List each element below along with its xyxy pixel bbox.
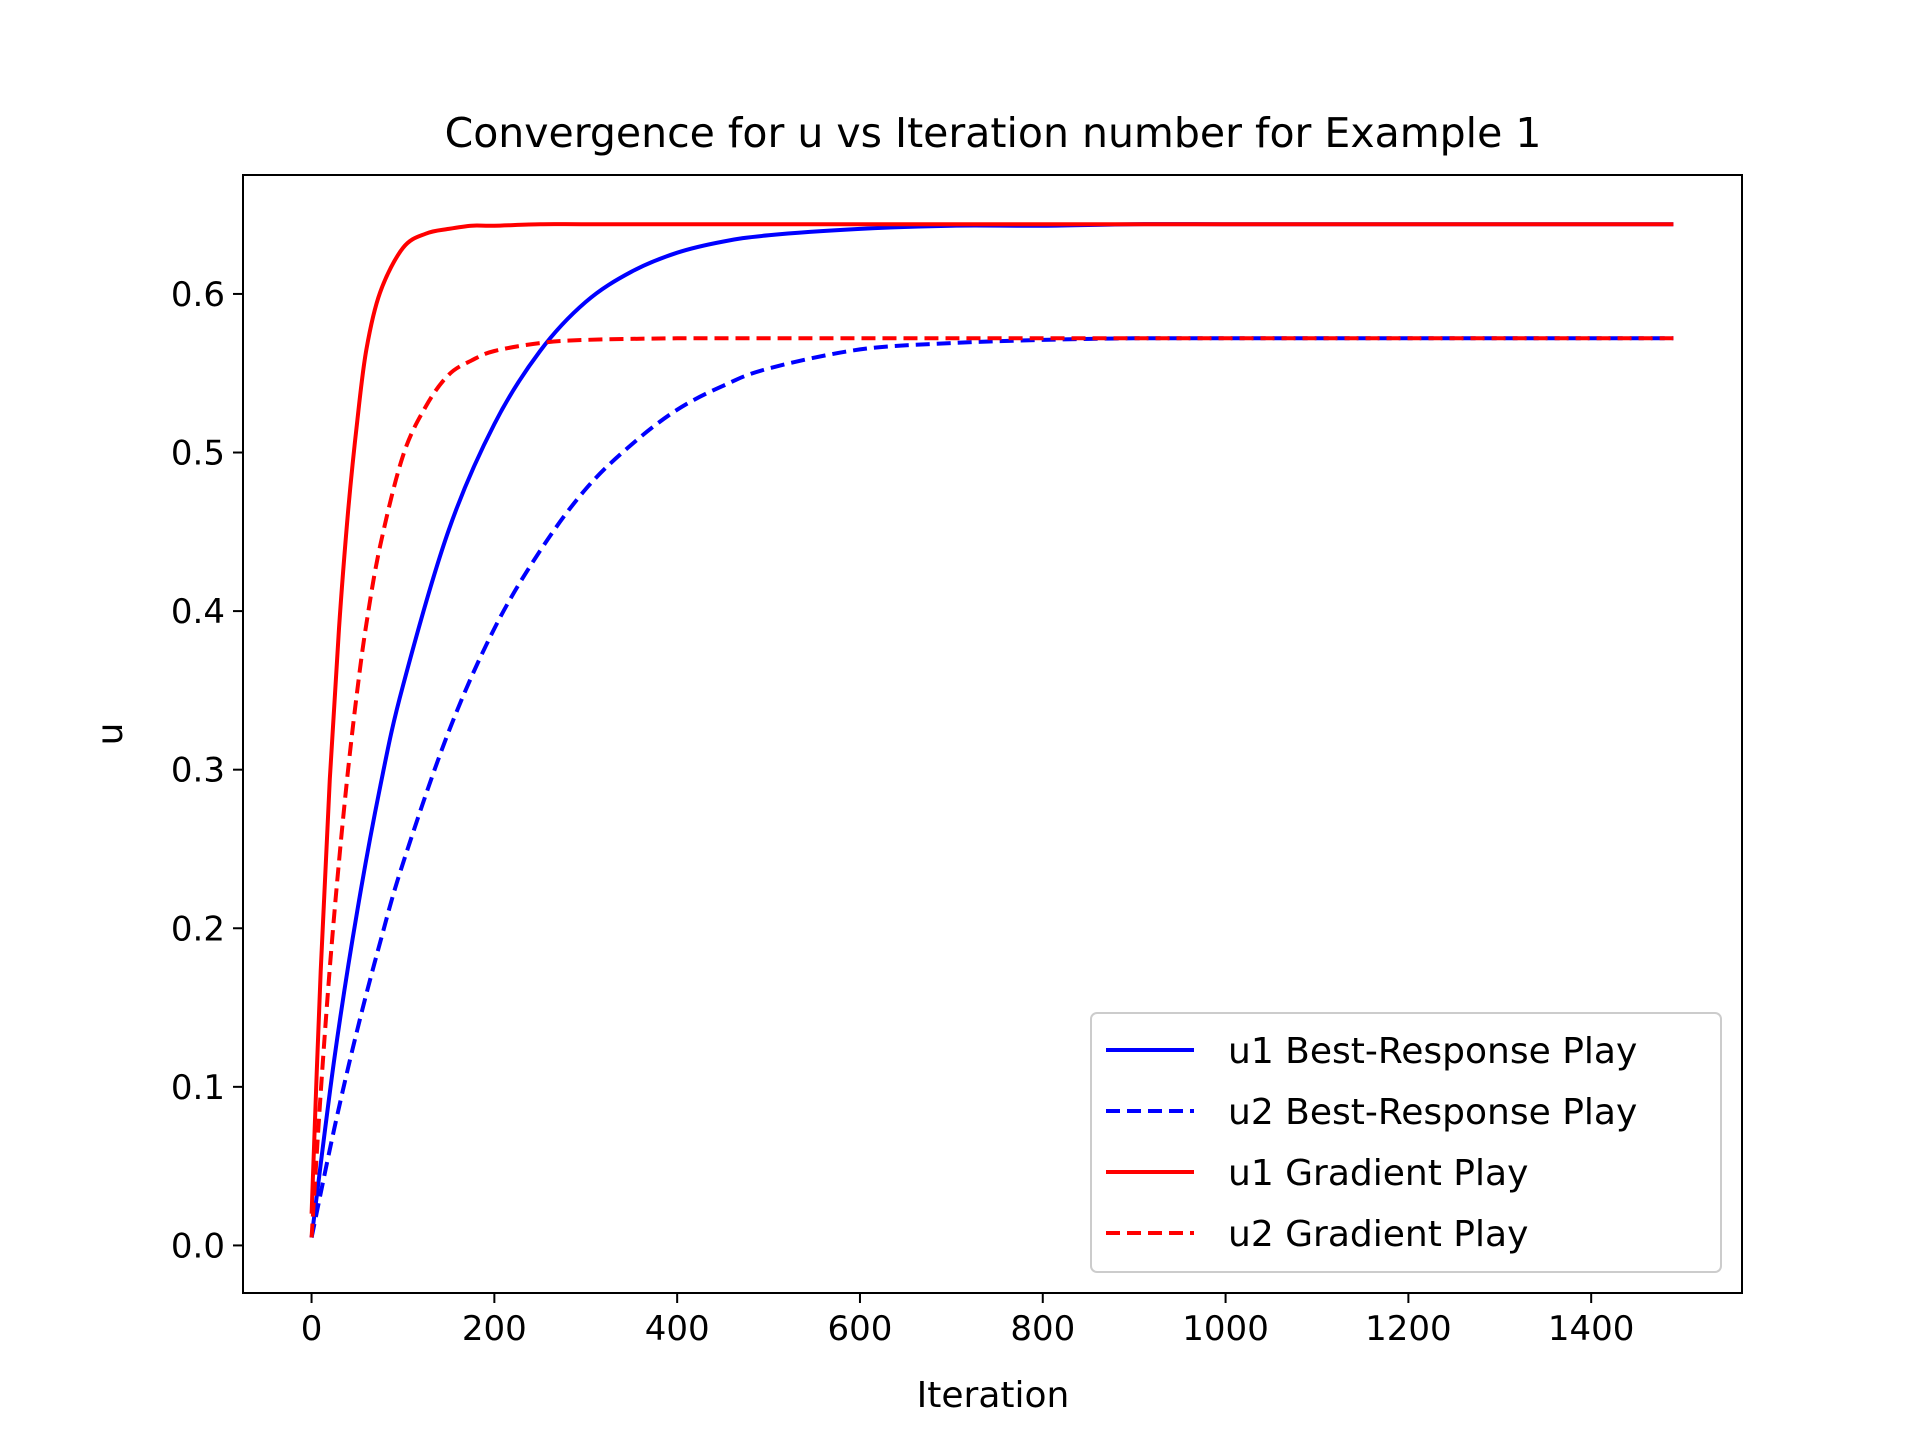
series-line-u2-gradient-play [309, 336, 1674, 1238]
legend-label: u2 Gradient Play [1228, 1214, 1528, 1255]
series-layer [309, 222, 1674, 1238]
x-tick-label: 1200 [1365, 1309, 1452, 1349]
legend-label: u2 Best-Response Play [1228, 1092, 1637, 1133]
legend: u1 Best-Response Play u2 Best-Response Pl… [1090, 1012, 1722, 1273]
x-tick-label: 800 [1010, 1309, 1075, 1349]
x-tick-label: 200 [462, 1309, 527, 1349]
x-tick-label: 400 [645, 1309, 710, 1349]
y-axis: 0.0 0.1 0.2 0.3 0.4 0.5 0.6 [171, 275, 243, 1266]
legend-label: u1 Gradient Play [1228, 1153, 1528, 1194]
x-tick-label: 1400 [1548, 1309, 1635, 1349]
y-tick-label: 0.3 [171, 751, 225, 791]
y-tick-label: 0.4 [171, 592, 225, 632]
y-tick-label: 0.5 [171, 434, 225, 474]
legend-label: u1 Best-Response Play [1228, 1031, 1637, 1072]
y-tick-label: 0.0 [171, 1226, 225, 1266]
y-tick-label: 0.1 [171, 1068, 225, 1108]
y-tick-label: 0.2 [171, 909, 225, 949]
x-tick-label: 600 [828, 1309, 893, 1349]
x-tick-label: 0 [301, 1309, 323, 1349]
x-axis: 0 200 400 600 800 1000 1200 1400 [301, 1293, 1635, 1349]
chart-title: Convergence for u vs Iteration number fo… [445, 109, 1542, 157]
legend-frame [1090, 1012, 1722, 1273]
plot-area-frame [242, 174, 1743, 1294]
series-line-u2-best-response-play [309, 336, 1674, 1238]
x-axis-label: Iteration [917, 1375, 1070, 1416]
x-tick-label: 1000 [1182, 1309, 1269, 1349]
series-line-u1-gradient-play [309, 222, 1674, 1214]
y-axis-label: u [90, 723, 131, 746]
y-tick-label: 0.6 [171, 275, 225, 315]
